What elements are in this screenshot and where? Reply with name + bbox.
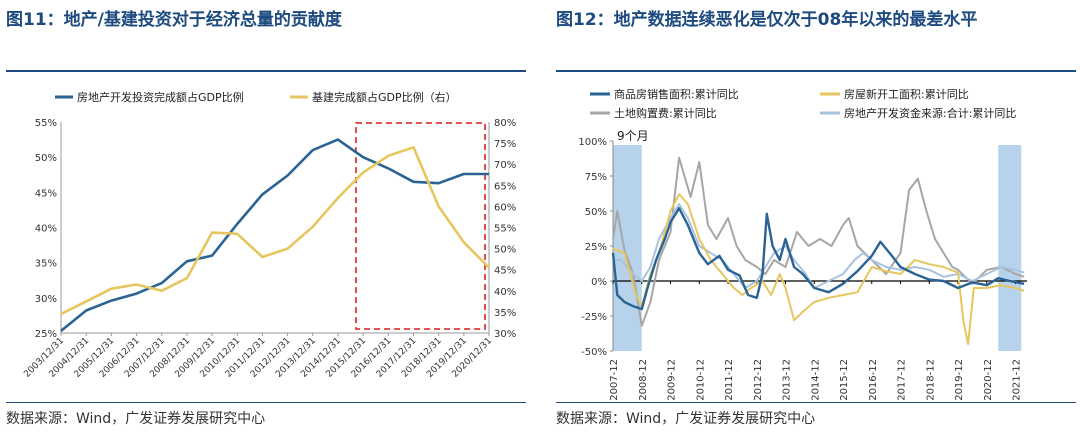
y-tick-label-right: 60% (494, 202, 516, 213)
x-tick-label: 2007-12 (609, 359, 620, 400)
y-tick-label-right: 30% (494, 329, 516, 340)
highlight-label: 9个月 (617, 129, 649, 143)
y-tick-label-right: 40% (494, 287, 516, 298)
series-line (613, 203, 1025, 289)
x-tick-label: 2008-12 (638, 359, 649, 400)
series-line (60, 138, 489, 332)
y-tick-label-left: 25% (35, 329, 57, 340)
y-tick-label-right: 75% (494, 139, 516, 150)
y-tick-label-left: 55% (35, 118, 57, 129)
chart-left: 25% 30% 35% 40% 45% 50% 55% 30% 35% 40% 45% 50% 55% 6… (22, 90, 516, 380)
highlight-band (998, 145, 1022, 351)
x-tick-label: 2011-12 (724, 359, 735, 400)
legend-label: 房地产开发资金来源:合计:累计同比 (844, 106, 1016, 120)
y-tick-label-left: 45% (35, 188, 57, 199)
y-tick-label-left: 35% (35, 259, 57, 270)
y-tick-label: 0% (591, 277, 607, 288)
chart-title: 图11：地产/基建投资对于经济总量的贡献度 (6, 10, 342, 30)
legend: 房地产开发投资完成额占GDP比例 基建完成额占GDP比例（右） (55, 90, 457, 104)
y-tick-label: 75% (585, 172, 607, 183)
y-tick-label: 25% (585, 242, 607, 253)
x-tick-label: 2017-12 (897, 359, 908, 400)
legend-label: 房屋新开工面积:累计同比 (844, 87, 969, 101)
x-tick-label: 2019-12 (954, 359, 965, 400)
source-note: 数据来源：Wind，广发证券发展研究中心 (6, 411, 266, 427)
y-tick-label-right: 80% (494, 118, 516, 129)
y-tick-label-left: 30% (35, 294, 57, 305)
y-tick-label-right: 35% (494, 308, 516, 319)
y-tick-label: 100% (578, 137, 607, 148)
panel-left: 图11：地产/基建投资对于经济总量的贡献度 25% 30% 35% 40% 45% 50%… (0, 0, 530, 444)
panel-right: 图12：地产数据连续恶化是仅次于08年以来的最差水平 9个月 100% 75% 50%… (550, 0, 1080, 444)
series-line (612, 193, 1025, 345)
x-tick-label: 2016-12 (868, 359, 879, 400)
y-tick-label: 50% (585, 207, 607, 218)
title-rule (6, 70, 526, 72)
y-tick-label-right: 45% (494, 266, 516, 277)
legend-label: 房地产开发投资完成额占GDP比例 (77, 90, 244, 104)
series-line (611, 207, 1025, 311)
source-rule (556, 402, 1076, 403)
x-tick-label: 2015-12 (839, 359, 850, 400)
chart-right: 9个月 100% 75% 50% 25% 0% -25% -50%2007-12 2008-12… (578, 87, 1027, 400)
legend-label: 商品房销售面积:累计同比 (614, 87, 739, 101)
highlight-box (355, 122, 486, 330)
series-line (60, 146, 490, 316)
y-tick-label-right: 50% (494, 245, 516, 256)
source-rule (6, 402, 526, 403)
x-tick-label: 2018-12 (925, 359, 936, 400)
y-tick-label-left: 50% (35, 153, 57, 164)
x-tick-label: 2020-12 (983, 359, 994, 400)
highlight-band (613, 145, 642, 351)
legend-label: 土地购置费:累计同比 (614, 106, 717, 120)
y-tick-label-right: 65% (494, 181, 516, 192)
y-tick-label: -50% (581, 347, 607, 358)
legend-label: 基建完成额占GDP比例（右） (312, 90, 457, 104)
x-tick-label: 2009-12 (667, 359, 678, 400)
y-tick-label-right: 55% (494, 224, 516, 235)
x-tick-label: 2010-12 (695, 359, 706, 400)
y-tick-label-right: 70% (494, 160, 516, 171)
y-tick-label-left: 40% (35, 224, 57, 235)
source-note: 数据来源：Wind，广发证券发展研究中心 (556, 411, 816, 427)
x-tick-label: 2012-12 (753, 359, 764, 400)
series-line (612, 156, 1025, 327)
x-tick-label: 2014-12 (810, 359, 821, 400)
x-tick-label: 2021-12 (1012, 359, 1023, 400)
chart-title: 图12：地产数据连续恶化是仅次于08年以来的最差水平 (556, 10, 978, 30)
x-tick-label: 2013-12 (782, 359, 793, 400)
title-rule (556, 70, 1076, 72)
y-tick-label: -25% (581, 312, 607, 323)
